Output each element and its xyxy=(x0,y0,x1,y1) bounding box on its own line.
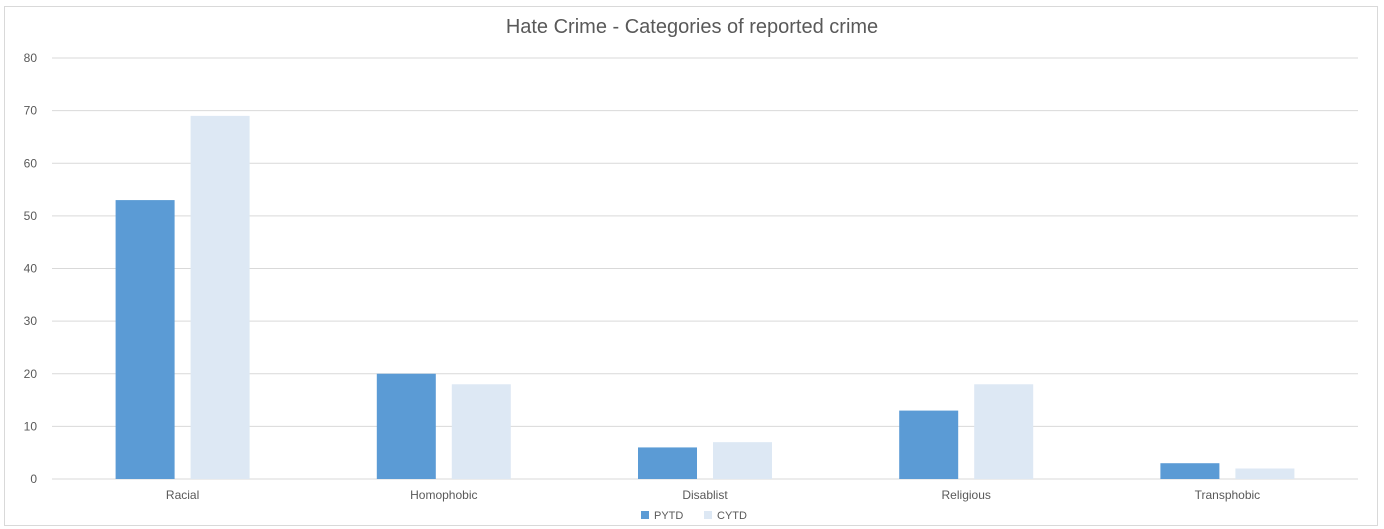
x-axis-ticks: Racial Homophobic Disablist Religious Transp… xyxy=(166,488,1260,502)
y-tick-label: 10 xyxy=(24,419,38,433)
y-tick-label: 70 xyxy=(24,104,38,118)
bar-cytd-disablist xyxy=(713,442,772,479)
y-tick-label: 0 xyxy=(30,472,37,486)
legend-swatch-cytd xyxy=(704,511,712,519)
x-tick-label: Transphobic xyxy=(1195,488,1261,502)
y-tick-label: 80 xyxy=(24,51,38,65)
bar-pytd-transphobic xyxy=(1160,463,1220,479)
x-tick-label: Religious xyxy=(942,488,991,502)
bars xyxy=(115,115,1295,479)
bar-pytd-racial xyxy=(115,200,175,479)
x-tick-label: Disablist xyxy=(682,488,728,502)
bar-cytd-racial xyxy=(190,115,250,479)
y-tick-label: 20 xyxy=(24,367,38,381)
y-tick-label: 60 xyxy=(24,156,38,170)
y-tick-label: 50 xyxy=(24,209,38,223)
y-tick-label: 30 xyxy=(24,314,38,328)
gridlines xyxy=(52,57,1358,480)
y-tick-label: 40 xyxy=(24,262,38,276)
bar-pytd-disablist xyxy=(638,447,697,479)
legend-label-cytd: CYTD xyxy=(717,510,747,522)
legend: PYTD CYTD xyxy=(641,510,747,522)
bar-pytd-homophobic xyxy=(376,373,436,479)
chart-title: Hate Crime - Categories of reported crim… xyxy=(505,16,879,38)
x-tick-label: Racial xyxy=(166,488,199,502)
bar-cytd-transphobic xyxy=(1235,468,1295,479)
bar-cytd-religious xyxy=(974,384,1034,479)
x-tick-label: Homophobic xyxy=(410,488,477,502)
legend-swatch-pytd xyxy=(641,511,649,519)
y-axis-ticks: 0 10 20 30 40 50 60 70 80 xyxy=(24,51,38,486)
legend-label-pytd: PYTD xyxy=(654,510,683,522)
bar-pytd-religious xyxy=(899,410,959,479)
bar-cytd-homophobic xyxy=(451,384,511,479)
